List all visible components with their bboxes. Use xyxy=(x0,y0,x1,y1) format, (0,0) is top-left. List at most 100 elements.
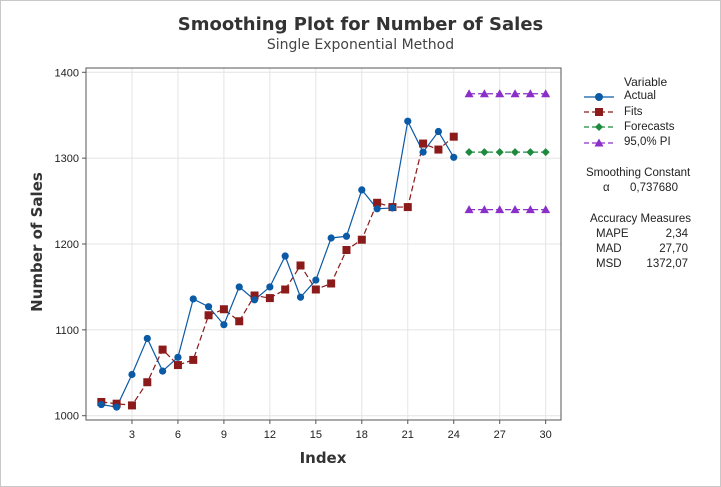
smoothing-title: Smoothing Constant xyxy=(586,167,691,179)
accuracy-value-msd: 1372,07 xyxy=(646,258,688,270)
fits-point xyxy=(296,261,305,270)
forecast-point xyxy=(526,148,535,157)
fits-point xyxy=(434,145,443,154)
actual-point xyxy=(358,186,366,194)
actual-point xyxy=(204,303,213,311)
x-tick-label: 21 xyxy=(402,429,414,441)
x-tick-label: 9 xyxy=(221,429,227,441)
actual-point xyxy=(373,205,381,213)
forecast-point xyxy=(541,148,550,157)
fits-point xyxy=(311,285,320,294)
pi-upper-point xyxy=(510,89,520,98)
fits-point xyxy=(235,317,244,326)
legend-symbol-actual xyxy=(595,93,603,101)
legend-title: Variable xyxy=(624,75,668,89)
accuracy-value-mape: 2,34 xyxy=(665,228,688,240)
y-tick-label: 1000 xyxy=(55,411,79,423)
pi-lower-point xyxy=(541,205,551,214)
y-axis-label: Number of Sales xyxy=(28,172,46,312)
fits-point xyxy=(327,279,336,288)
fits-point xyxy=(219,305,228,314)
actual-point xyxy=(312,276,320,284)
actual-point xyxy=(128,370,136,379)
actual-point xyxy=(342,232,351,240)
x-tick-label: 24 xyxy=(448,429,460,441)
accuracy-label-mad: MAD xyxy=(596,243,622,255)
fits-point xyxy=(265,294,274,303)
chart-subtitle: Single Exponential Method xyxy=(266,37,455,53)
fits-point xyxy=(204,311,213,320)
accuracy-label-msd: MSD xyxy=(596,258,622,270)
accuracy-value-mad: 27,70 xyxy=(659,243,688,255)
y-tick-label: 1300 xyxy=(55,153,79,165)
actual-point xyxy=(434,127,443,136)
actual-point xyxy=(250,296,259,304)
axis-ticks: 1000 1100 1200 1300 1400 3 6 9 12 15 18 21 24 27 30 xyxy=(55,67,552,441)
actual-point xyxy=(235,283,243,291)
actual-point xyxy=(159,367,167,375)
fits-point xyxy=(373,198,382,207)
pi-upper-point xyxy=(495,89,505,98)
pi-lower-point xyxy=(479,205,489,214)
forecast-point xyxy=(465,148,474,157)
fits-point xyxy=(419,139,428,148)
fits-point xyxy=(127,401,136,410)
forecast-point xyxy=(495,148,504,157)
actual-point xyxy=(419,148,427,156)
actual-point xyxy=(296,293,305,301)
forecast-point xyxy=(511,148,520,157)
fits-point xyxy=(281,285,290,294)
accuracy-title: Accuracy Measures xyxy=(590,213,691,225)
actual-point xyxy=(266,283,274,291)
accuracy-label-mape: MAPE xyxy=(596,228,629,240)
fits-point xyxy=(158,345,167,354)
x-tick-label: 12 xyxy=(264,429,276,441)
grid-lines xyxy=(86,68,561,420)
legend-item-forecasts: Forecasts xyxy=(624,121,675,133)
pi-upper-point xyxy=(541,89,551,98)
legend-item-actual: Actual xyxy=(624,90,656,102)
smoothing-symbol: α xyxy=(603,182,610,194)
x-tick-label: 27 xyxy=(494,429,506,441)
fits-line xyxy=(101,136,455,407)
x-tick-label: 3 xyxy=(129,429,135,441)
fits-point xyxy=(143,378,152,387)
fits-point xyxy=(342,246,351,255)
x-tick-label: 15 xyxy=(310,429,322,441)
actual-point xyxy=(174,353,182,361)
fits-point xyxy=(449,132,458,141)
actual-point xyxy=(189,295,197,303)
actual-point xyxy=(113,403,121,411)
fits-point xyxy=(357,235,366,244)
y-tick-label: 1100 xyxy=(55,325,79,337)
actual-point xyxy=(143,334,151,343)
legend xyxy=(584,93,614,147)
smoothing-value: 0,737680 xyxy=(630,182,678,194)
actual-point xyxy=(220,321,228,329)
series-layer xyxy=(97,89,551,411)
fits-point xyxy=(403,203,412,212)
pi-lower-point xyxy=(495,205,505,214)
legend-symbol-pi xyxy=(594,138,604,147)
x-tick-label: 30 xyxy=(540,429,552,441)
x-tick-label: 18 xyxy=(356,429,368,441)
pi-upper-point xyxy=(464,89,474,98)
actual-point xyxy=(450,153,458,161)
pi-upper-point xyxy=(525,89,535,98)
legend-item-fits: Fits xyxy=(624,106,643,118)
actual-point xyxy=(327,234,335,242)
actual-point xyxy=(404,117,412,125)
x-tick-label: 6 xyxy=(175,429,181,441)
pi-lower-point xyxy=(510,205,520,214)
forecast-point xyxy=(480,148,489,157)
pi-lower-point xyxy=(464,205,474,214)
legend-item-pi: 95,0% PI xyxy=(624,136,671,148)
y-tick-label: 1200 xyxy=(55,239,79,251)
pi-lower-point xyxy=(525,205,535,214)
actual-line xyxy=(101,119,455,408)
fits-point xyxy=(173,361,182,370)
x-axis-label: Index xyxy=(300,449,347,467)
actual-point xyxy=(97,400,105,409)
pi-upper-point xyxy=(479,89,489,98)
